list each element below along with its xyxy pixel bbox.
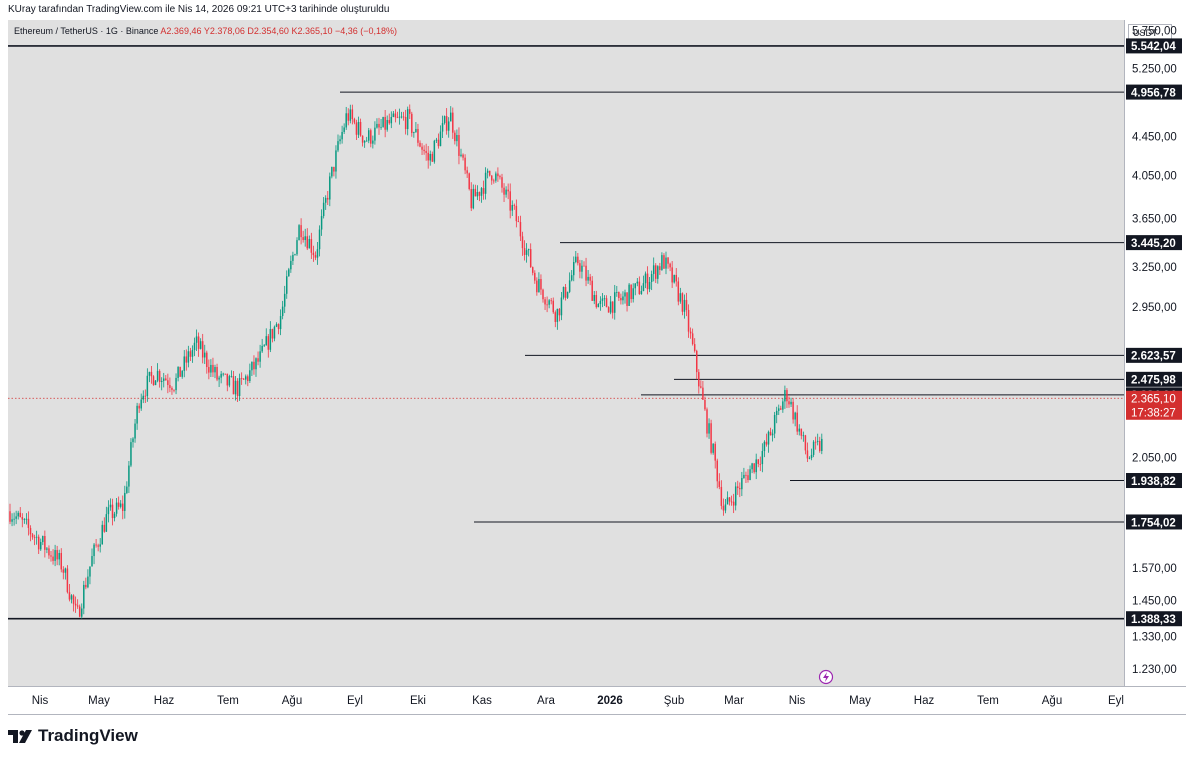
price-axis[interactable] (1124, 20, 1187, 686)
chart-created-caption: KUray tarafından TradingView.com ile Nis… (8, 4, 390, 15)
tradingview-logo-icon (8, 730, 32, 743)
ohlc-high: Y2.378,06 (203, 26, 245, 36)
currency-label: USDT (1133, 28, 1158, 38)
symbol-legend: Ethereum / TetherUS · 1G · Binance A2.36… (14, 26, 397, 36)
symbol-name: Ethereum / TetherUS · 1G · Binance (14, 26, 159, 36)
chart-plot-area[interactable] (8, 20, 1124, 686)
currency-selector[interactable]: USDT (1128, 24, 1172, 42)
ohlc-low: D2.354,60 (247, 26, 289, 36)
ohlc-open: A2.369,46 (160, 26, 202, 36)
ohlc-close: K2.365,10 (291, 26, 333, 36)
tradingview-logo-text: TradingView (38, 726, 138, 745)
ohlc-change: −4,36 (−0,18%) (335, 26, 398, 36)
time-axis[interactable] (8, 686, 1186, 715)
tradingview-logo[interactable]: TradingView (8, 726, 138, 746)
